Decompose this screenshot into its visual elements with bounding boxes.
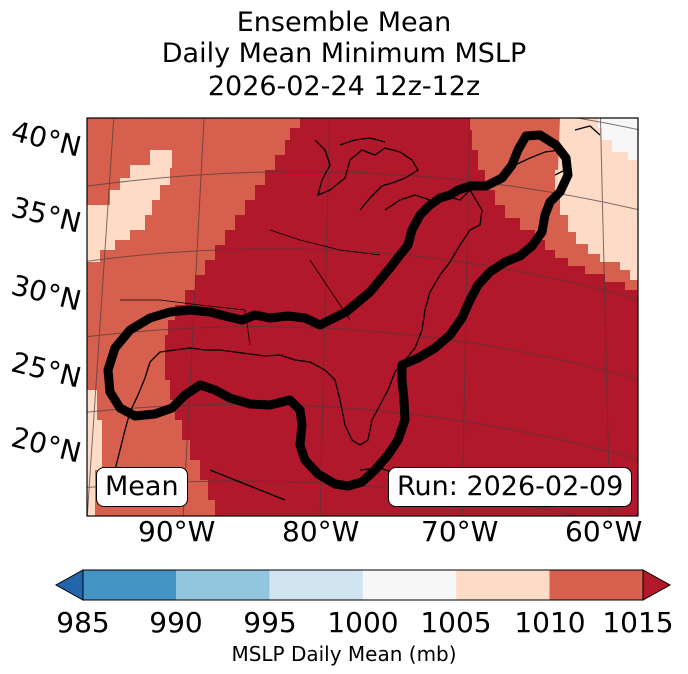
colorbar-tick-1005: 1005 [420,606,492,639]
colorbar-bin-995-1000 [269,570,363,600]
colorbar-tick-985: 985 [56,606,110,639]
field-1000-1005-southwest [87,390,102,516]
field-1000-1005-west [87,150,172,262]
lon-label-80: 80°W [282,515,360,548]
colorbar-extend-high [642,569,672,601]
field-995-1000 [598,118,638,160]
chart-title-line-3: 2026-02-24 12z-12z [207,71,481,102]
colorbar-tick-1010: 1010 [514,606,586,639]
colorbar-frame [82,569,644,601]
lon-label-90: 90°W [138,515,216,548]
colorbar-bin-985-990 [83,570,177,600]
coastlines [114,125,601,501]
colorbar-bin-1000-1005 [362,570,457,600]
map-area [87,118,638,516]
colorbar-bin-1005-1010 [456,570,550,600]
colorbar-bin-990-995 [176,570,270,600]
colorbar-tick-1000: 1000 [327,606,399,639]
run-annotation: Run: 2026-02-09 [388,467,633,507]
colorbar-tick-995: 995 [243,606,297,639]
field-1000-1005-east [555,118,638,280]
map-frame [86,117,639,517]
contour-line [103,130,573,491]
chart-title-line-1: Ensemble Mean [236,7,452,38]
lon-label-60: 60°W [565,515,643,548]
chart-title-line-2: Daily Mean Minimum MSLP [161,38,527,69]
mean-annotation: Mean [96,467,188,507]
lon-label-70: 70°W [421,515,499,548]
colorbar-label: MSLP Daily Mean (mb) [231,642,457,666]
colorbar [54,569,672,601]
colorbar-tick-990: 990 [149,606,203,639]
colorbar-extend-low [54,569,84,601]
colorbar-tick-1015: 1015 [602,606,674,639]
colorbar-bin-1010-1015 [549,570,643,600]
